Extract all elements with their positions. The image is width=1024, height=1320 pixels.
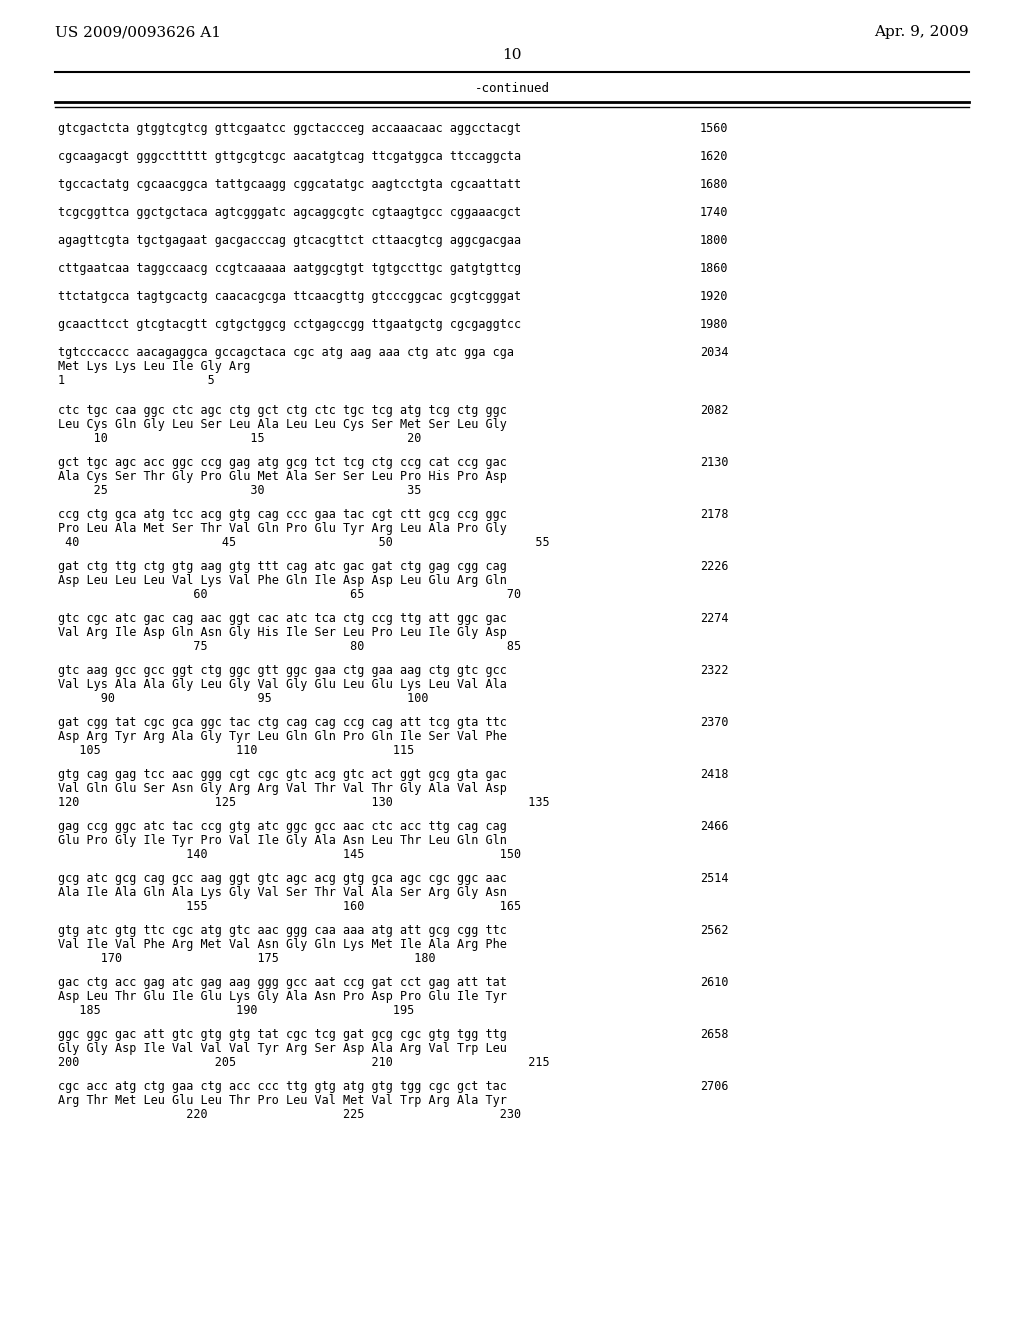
- Text: Glu Pro Gly Ile Tyr Pro Val Ile Gly Ala Asn Leu Thr Leu Gln Gln: Glu Pro Gly Ile Tyr Pro Val Ile Gly Ala …: [58, 834, 507, 847]
- Text: Gly Gly Asp Ile Val Val Val Tyr Arg Ser Asp Ala Arg Val Trp Leu: Gly Gly Asp Ile Val Val Val Tyr Arg Ser …: [58, 1041, 507, 1055]
- Text: agagttcgta tgctgagaat gacgacccag gtcacgttct cttaacgtcg aggcgacgaa: agagttcgta tgctgagaat gacgacccag gtcacgt…: [58, 234, 521, 247]
- Text: gct tgc agc acc ggc ccg gag atg gcg tct tcg ctg ccg cat ccg gac: gct tgc agc acc ggc ccg gag atg gcg tct …: [58, 455, 507, 469]
- Text: Asp Arg Tyr Arg Ala Gly Tyr Leu Gln Gln Pro Gln Ile Ser Val Phe: Asp Arg Tyr Arg Ala Gly Tyr Leu Gln Gln …: [58, 730, 507, 743]
- Text: 40                    45                    50                    55: 40 45 50 55: [58, 536, 550, 549]
- Text: 2034: 2034: [700, 346, 728, 359]
- Text: 155                   160                   165: 155 160 165: [58, 900, 521, 913]
- Text: Met Lys Lys Leu Ile Gly Arg: Met Lys Lys Leu Ile Gly Arg: [58, 360, 251, 374]
- Text: Arg Thr Met Leu Glu Leu Thr Pro Leu Val Met Val Trp Arg Ala Tyr: Arg Thr Met Leu Glu Leu Thr Pro Leu Val …: [58, 1094, 507, 1107]
- Text: gtg cag gag tcc aac ggg cgt cgc gtc acg gtc act ggt gcg gta gac: gtg cag gag tcc aac ggg cgt cgc gtc acg …: [58, 768, 507, 781]
- Text: 2226: 2226: [700, 560, 728, 573]
- Text: 2130: 2130: [700, 455, 728, 469]
- Text: 25                    30                    35: 25 30 35: [58, 484, 421, 498]
- Text: 10: 10: [502, 48, 522, 62]
- Text: 1740: 1740: [700, 206, 728, 219]
- Text: Asp Leu Leu Leu Val Lys Val Phe Gln Ile Asp Asp Leu Glu Arg Gln: Asp Leu Leu Leu Val Lys Val Phe Gln Ile …: [58, 574, 507, 587]
- Text: 2322: 2322: [700, 664, 728, 677]
- Text: 2370: 2370: [700, 715, 728, 729]
- Text: Val Ile Val Phe Arg Met Val Asn Gly Gln Lys Met Ile Ala Arg Phe: Val Ile Val Phe Arg Met Val Asn Gly Gln …: [58, 939, 507, 950]
- Text: 220                   225                   230: 220 225 230: [58, 1107, 521, 1121]
- Text: Ala Cys Ser Thr Gly Pro Glu Met Ala Ser Ser Leu Pro His Pro Asp: Ala Cys Ser Thr Gly Pro Glu Met Ala Ser …: [58, 470, 507, 483]
- Text: ttctatgcca tagtgcactg caacacgcga ttcaacgttg gtcccggcac gcgtcgggat: ttctatgcca tagtgcactg caacacgcga ttcaacg…: [58, 290, 521, 304]
- Text: 1980: 1980: [700, 318, 728, 331]
- Text: 2178: 2178: [700, 508, 728, 521]
- Text: gcaacttcct gtcgtacgtt cgtgctggcg cctgagccgg ttgaatgctg cgcgaggtcc: gcaacttcct gtcgtacgtt cgtgctggcg cctgagc…: [58, 318, 521, 331]
- Text: 2418: 2418: [700, 768, 728, 781]
- Text: Val Gln Glu Ser Asn Gly Arg Arg Val Thr Val Thr Gly Ala Val Asp: Val Gln Glu Ser Asn Gly Arg Arg Val Thr …: [58, 781, 507, 795]
- Text: 75                    80                    85: 75 80 85: [58, 640, 521, 653]
- Text: gtc aag gcc gcc ggt ctg ggc gtt ggc gaa ctg gaa aag ctg gtc gcc: gtc aag gcc gcc ggt ctg ggc gtt ggc gaa …: [58, 664, 507, 677]
- Text: 1560: 1560: [700, 121, 728, 135]
- Text: 1860: 1860: [700, 261, 728, 275]
- Text: Pro Leu Ala Met Ser Thr Val Gln Pro Glu Tyr Arg Leu Ala Pro Gly: Pro Leu Ala Met Ser Thr Val Gln Pro Glu …: [58, 521, 507, 535]
- Text: 170                   175                   180: 170 175 180: [58, 952, 435, 965]
- Text: 200                   205                   210                   215: 200 205 210 215: [58, 1056, 550, 1069]
- Text: Leu Cys Gln Gly Leu Ser Leu Ala Leu Leu Cys Ser Met Ser Leu Gly: Leu Cys Gln Gly Leu Ser Leu Ala Leu Leu …: [58, 418, 507, 432]
- Text: Val Arg Ile Asp Gln Asn Gly His Ile Ser Leu Pro Leu Ile Gly Asp: Val Arg Ile Asp Gln Asn Gly His Ile Ser …: [58, 626, 507, 639]
- Text: gat cgg tat cgc gca ggc tac ctg cag cag ccg cag att tcg gta ttc: gat cgg tat cgc gca ggc tac ctg cag cag …: [58, 715, 507, 729]
- Text: cttgaatcaa taggccaacg ccgtcaaaaa aatggcgtgt tgtgccttgc gatgtgttcg: cttgaatcaa taggccaacg ccgtcaaaaa aatggcg…: [58, 261, 521, 275]
- Text: 1620: 1620: [700, 150, 728, 162]
- Text: 105                   110                   115: 105 110 115: [58, 744, 415, 756]
- Text: 1                    5: 1 5: [58, 374, 215, 387]
- Text: ggc ggc gac att gtc gtg gtg tat cgc tcg gat gcg cgc gtg tgg ttg: ggc ggc gac att gtc gtg gtg tat cgc tcg …: [58, 1028, 507, 1041]
- Text: cgc acc atg ctg gaa ctg acc ccc ttg gtg atg gtg tgg cgc gct tac: cgc acc atg ctg gaa ctg acc ccc ttg gtg …: [58, 1080, 507, 1093]
- Text: gtcgactcta gtggtcgtcg gttcgaatcc ggctaccceg accaaacaac aggcctacgt: gtcgactcta gtggtcgtcg gttcgaatcc ggctacc…: [58, 121, 521, 135]
- Text: cgcaagacgt gggccttttt gttgcgtcgc aacatgtcag ttcgatggca ttccaggcta: cgcaagacgt gggccttttt gttgcgtcgc aacatgt…: [58, 150, 521, 162]
- Text: Asp Leu Thr Glu Ile Glu Lys Gly Ala Asn Pro Asp Pro Glu Ile Tyr: Asp Leu Thr Glu Ile Glu Lys Gly Ala Asn …: [58, 990, 507, 1003]
- Text: 2706: 2706: [700, 1080, 728, 1093]
- Text: 90                    95                   100: 90 95 100: [58, 692, 428, 705]
- Text: 2082: 2082: [700, 404, 728, 417]
- Text: US 2009/0093626 A1: US 2009/0093626 A1: [55, 25, 221, 40]
- Text: 2274: 2274: [700, 612, 728, 624]
- Text: gtg atc gtg ttc cgc atg gtc aac ggg caa aaa atg att gcg cgg ttc: gtg atc gtg ttc cgc atg gtc aac ggg caa …: [58, 924, 507, 937]
- Text: 60                    65                    70: 60 65 70: [58, 587, 521, 601]
- Text: 2514: 2514: [700, 873, 728, 884]
- Text: 1920: 1920: [700, 290, 728, 304]
- Text: tgtcccaccc aacagaggca gccagctaca cgc atg aag aaa ctg atc gga cga: tgtcccaccc aacagaggca gccagctaca cgc atg…: [58, 346, 514, 359]
- Text: Apr. 9, 2009: Apr. 9, 2009: [874, 25, 969, 40]
- Text: gag ccg ggc atc tac ccg gtg atc ggc gcc aac ctc acc ttg cag cag: gag ccg ggc atc tac ccg gtg atc ggc gcc …: [58, 820, 507, 833]
- Text: tgccactatg cgcaacggca tattgcaagg cggcatatgc aagtcctgta cgcaattatt: tgccactatg cgcaacggca tattgcaagg cggcata…: [58, 178, 521, 191]
- Text: 1800: 1800: [700, 234, 728, 247]
- Text: gac ctg acc gag atc gag aag ggg gcc aat ccg gat cct gag att tat: gac ctg acc gag atc gag aag ggg gcc aat …: [58, 975, 507, 989]
- Text: ctc tgc caa ggc ctc agc ctg gct ctg ctc tgc tcg atg tcg ctg ggc: ctc tgc caa ggc ctc agc ctg gct ctg ctc …: [58, 404, 507, 417]
- Text: gat ctg ttg ctg gtg aag gtg ttt cag atc gac gat ctg gag cgg cag: gat ctg ttg ctg gtg aag gtg ttt cag atc …: [58, 560, 507, 573]
- Text: 1680: 1680: [700, 178, 728, 191]
- Text: 185                   190                   195: 185 190 195: [58, 1005, 415, 1016]
- Text: Ala Ile Ala Gln Ala Lys Gly Val Ser Thr Val Ala Ser Arg Gly Asn: Ala Ile Ala Gln Ala Lys Gly Val Ser Thr …: [58, 886, 507, 899]
- Text: ccg ctg gca atg tcc acg gtg cag ccc gaa tac cgt ctt gcg ccg ggc: ccg ctg gca atg tcc acg gtg cag ccc gaa …: [58, 508, 507, 521]
- Text: 2466: 2466: [700, 820, 728, 833]
- Text: 120                   125                   130                   135: 120 125 130 135: [58, 796, 550, 809]
- Text: 2658: 2658: [700, 1028, 728, 1041]
- Text: 2562: 2562: [700, 924, 728, 937]
- Text: gcg atc gcg cag gcc aag ggt gtc agc acg gtg gca agc cgc ggc aac: gcg atc gcg cag gcc aag ggt gtc agc acg …: [58, 873, 507, 884]
- Text: -continued: -continued: [474, 82, 550, 95]
- Text: 2610: 2610: [700, 975, 728, 989]
- Text: tcgcggttca ggctgctaca agtcgggatc agcaggcgtc cgtaagtgcc cggaaacgct: tcgcggttca ggctgctaca agtcgggatc agcaggc…: [58, 206, 521, 219]
- Text: 140                   145                   150: 140 145 150: [58, 847, 521, 861]
- Text: Val Lys Ala Ala Gly Leu Gly Val Gly Glu Leu Glu Lys Leu Val Ala: Val Lys Ala Ala Gly Leu Gly Val Gly Glu …: [58, 678, 507, 690]
- Text: gtc cgc atc gac cag aac ggt cac atc tca ctg ccg ttg att ggc gac: gtc cgc atc gac cag aac ggt cac atc tca …: [58, 612, 507, 624]
- Text: 10                    15                    20: 10 15 20: [58, 432, 421, 445]
